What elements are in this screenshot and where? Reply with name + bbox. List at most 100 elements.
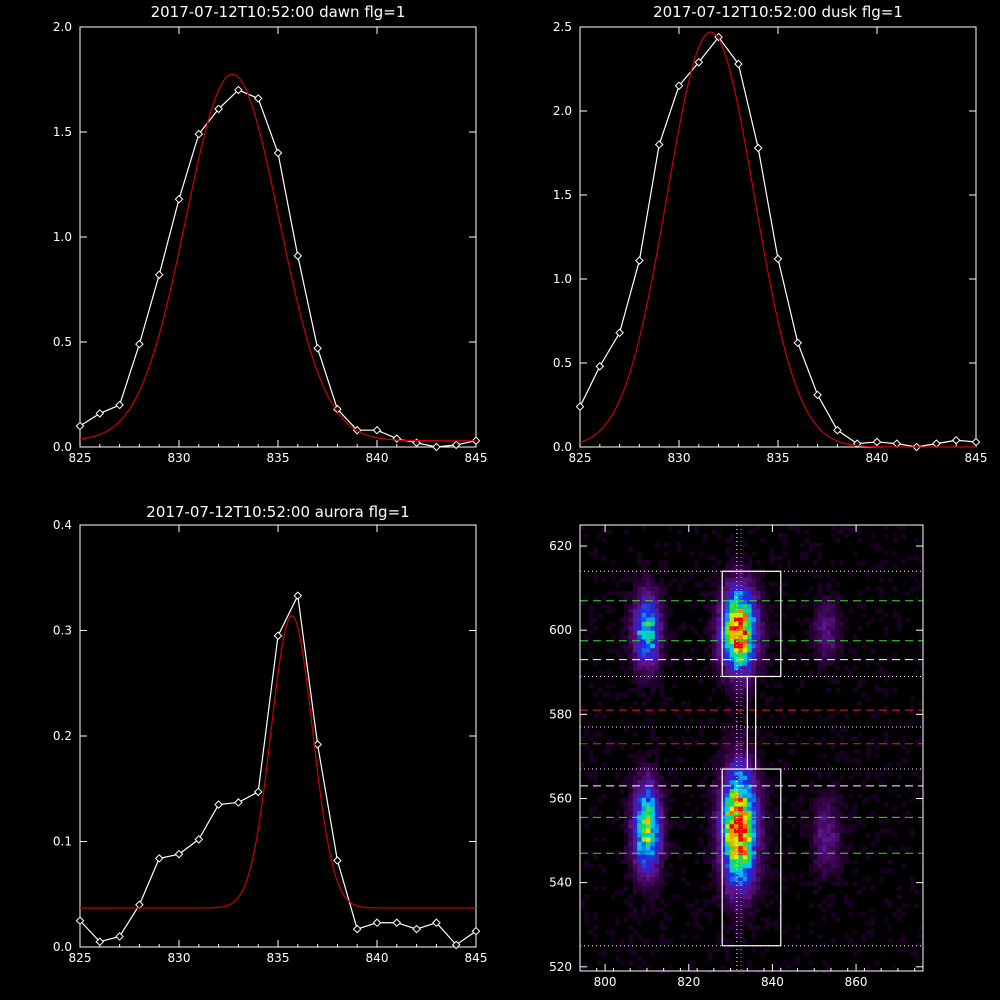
heatmap-pixel — [782, 885, 788, 891]
heatmap-pixel — [844, 833, 849, 838]
heatmap-pixel — [773, 921, 779, 926]
heatmap-pixel — [892, 564, 898, 570]
heatmap-pixel — [725, 881, 730, 887]
heatmap-pixel — [734, 877, 739, 882]
heatmap-pixel — [764, 872, 770, 878]
heatmap-pixel — [641, 797, 647, 803]
dawn-ytick-label: 1.0 — [53, 230, 72, 244]
heatmap-pixel — [857, 529, 862, 535]
heatmap-pixel — [747, 573, 752, 579]
heatmap-pixel — [632, 877, 638, 882]
heatmap-pixel — [826, 894, 832, 900]
heatmap-pixel — [813, 837, 818, 843]
heatmap-pixel — [615, 890, 620, 895]
heatmap-pixel — [874, 714, 880, 719]
heatmap-pixel — [650, 617, 656, 623]
heatmap-pixel — [659, 604, 664, 609]
aurora-data-point — [95, 937, 105, 947]
heatmap-pixel — [610, 934, 616, 939]
heatmap-pixel — [835, 608, 840, 614]
heatmap-pixel — [747, 635, 752, 640]
heatmap-pixel — [914, 956, 920, 961]
heatmap-pixel — [817, 595, 823, 601]
heatmap-pixel — [742, 639, 748, 645]
heatmap-pixel — [914, 771, 920, 777]
heatmap-pixel — [716, 855, 722, 860]
heatmap-pixel — [747, 687, 752, 693]
heatmap-pixel — [852, 635, 858, 640]
heatmap-pixel — [901, 863, 906, 869]
heatmap-pixel — [637, 621, 642, 627]
heatmap-pixel — [632, 771, 638, 777]
heatmap-pixel — [835, 881, 840, 887]
heatmap-pixel — [707, 806, 713, 812]
heatmap-pixel — [866, 586, 871, 592]
heatmap-pixel — [870, 736, 876, 741]
heatmap-pixel — [817, 613, 823, 618]
heatmap-pixel — [817, 797, 823, 803]
heatmap-pixel — [588, 771, 594, 777]
heatmap-pixel — [822, 868, 827, 873]
heatmap-pixel — [729, 833, 735, 838]
heatmap-pixel — [729, 723, 735, 728]
heatmap-pixel — [593, 780, 598, 785]
heatmap-pixel — [663, 793, 669, 799]
heatmap-pixel — [672, 709, 678, 715]
heatmap-pixel — [861, 613, 867, 618]
heatmap-pixel — [619, 635, 625, 640]
heatmap-pixel — [817, 714, 823, 719]
heatmap-pixel — [742, 573, 748, 579]
heatmap-pixel — [896, 916, 902, 922]
heatmap-pixel — [742, 608, 748, 614]
heatmap-pixel — [703, 885, 708, 891]
heatmap-pixel — [637, 863, 642, 869]
heatmap-pixel — [698, 837, 704, 843]
heatmap-pixel — [641, 639, 647, 645]
heatmap-pixel — [712, 608, 717, 614]
dusk-data-point — [654, 140, 664, 149]
heatmap-pixel — [624, 833, 629, 838]
dawn-line-chart: 825 830 835 840 8450.00.51.01.52.02017-07-12… — [53, 3, 488, 465]
heatmap-pixel — [685, 701, 691, 706]
heatmap-pixel — [835, 538, 840, 543]
heatmap-pixel — [839, 863, 845, 869]
heatmap-pixel — [773, 824, 779, 829]
heatmap-pixel — [703, 850, 708, 856]
heatmap-pixel — [654, 793, 660, 799]
heatmap-pixel — [716, 740, 722, 746]
heatmap-pixel — [729, 613, 735, 618]
heatmap-pixel — [760, 819, 766, 825]
heatmap-pixel — [707, 784, 713, 790]
heatmap-pixel — [650, 687, 656, 693]
heatmap-pixel — [800, 828, 805, 834]
heatmap-pixel — [813, 806, 818, 812]
heatmap-pixel — [756, 582, 761, 587]
heatmap-pixel — [742, 621, 748, 627]
heatmap-pixel — [817, 551, 823, 557]
heatmap-pixel — [615, 775, 620, 781]
heatmap-pixel — [610, 929, 616, 935]
heatmap-pixel — [879, 591, 884, 596]
heatmap-pixel — [901, 912, 906, 917]
heatmap-pixel — [720, 621, 726, 627]
heatmap-pixel — [720, 868, 726, 873]
heatmap-pixel — [606, 745, 612, 750]
heatmap-pixel — [720, 881, 726, 887]
heatmap-pixel — [729, 824, 735, 829]
heatmap-pixel — [641, 657, 647, 662]
dawn-data-point — [135, 339, 144, 349]
heatmap-pixel — [800, 819, 805, 825]
heatmap-pixel — [663, 613, 669, 618]
heatmap-pixel — [725, 903, 730, 909]
heatmap-pixel — [624, 837, 629, 843]
heatmap-pixel — [580, 762, 585, 768]
heatmap-pixel — [769, 868, 774, 873]
heatmap-pixel — [822, 819, 827, 825]
heatmap-pixel — [703, 793, 708, 799]
heatmap-pixel — [756, 907, 761, 913]
heatmap-pixel — [756, 560, 761, 565]
heatmap-pixel — [870, 533, 876, 539]
heatmap-pixel — [663, 635, 669, 640]
heatmap-pixel — [910, 771, 915, 777]
heatmap-pixel — [769, 877, 774, 882]
